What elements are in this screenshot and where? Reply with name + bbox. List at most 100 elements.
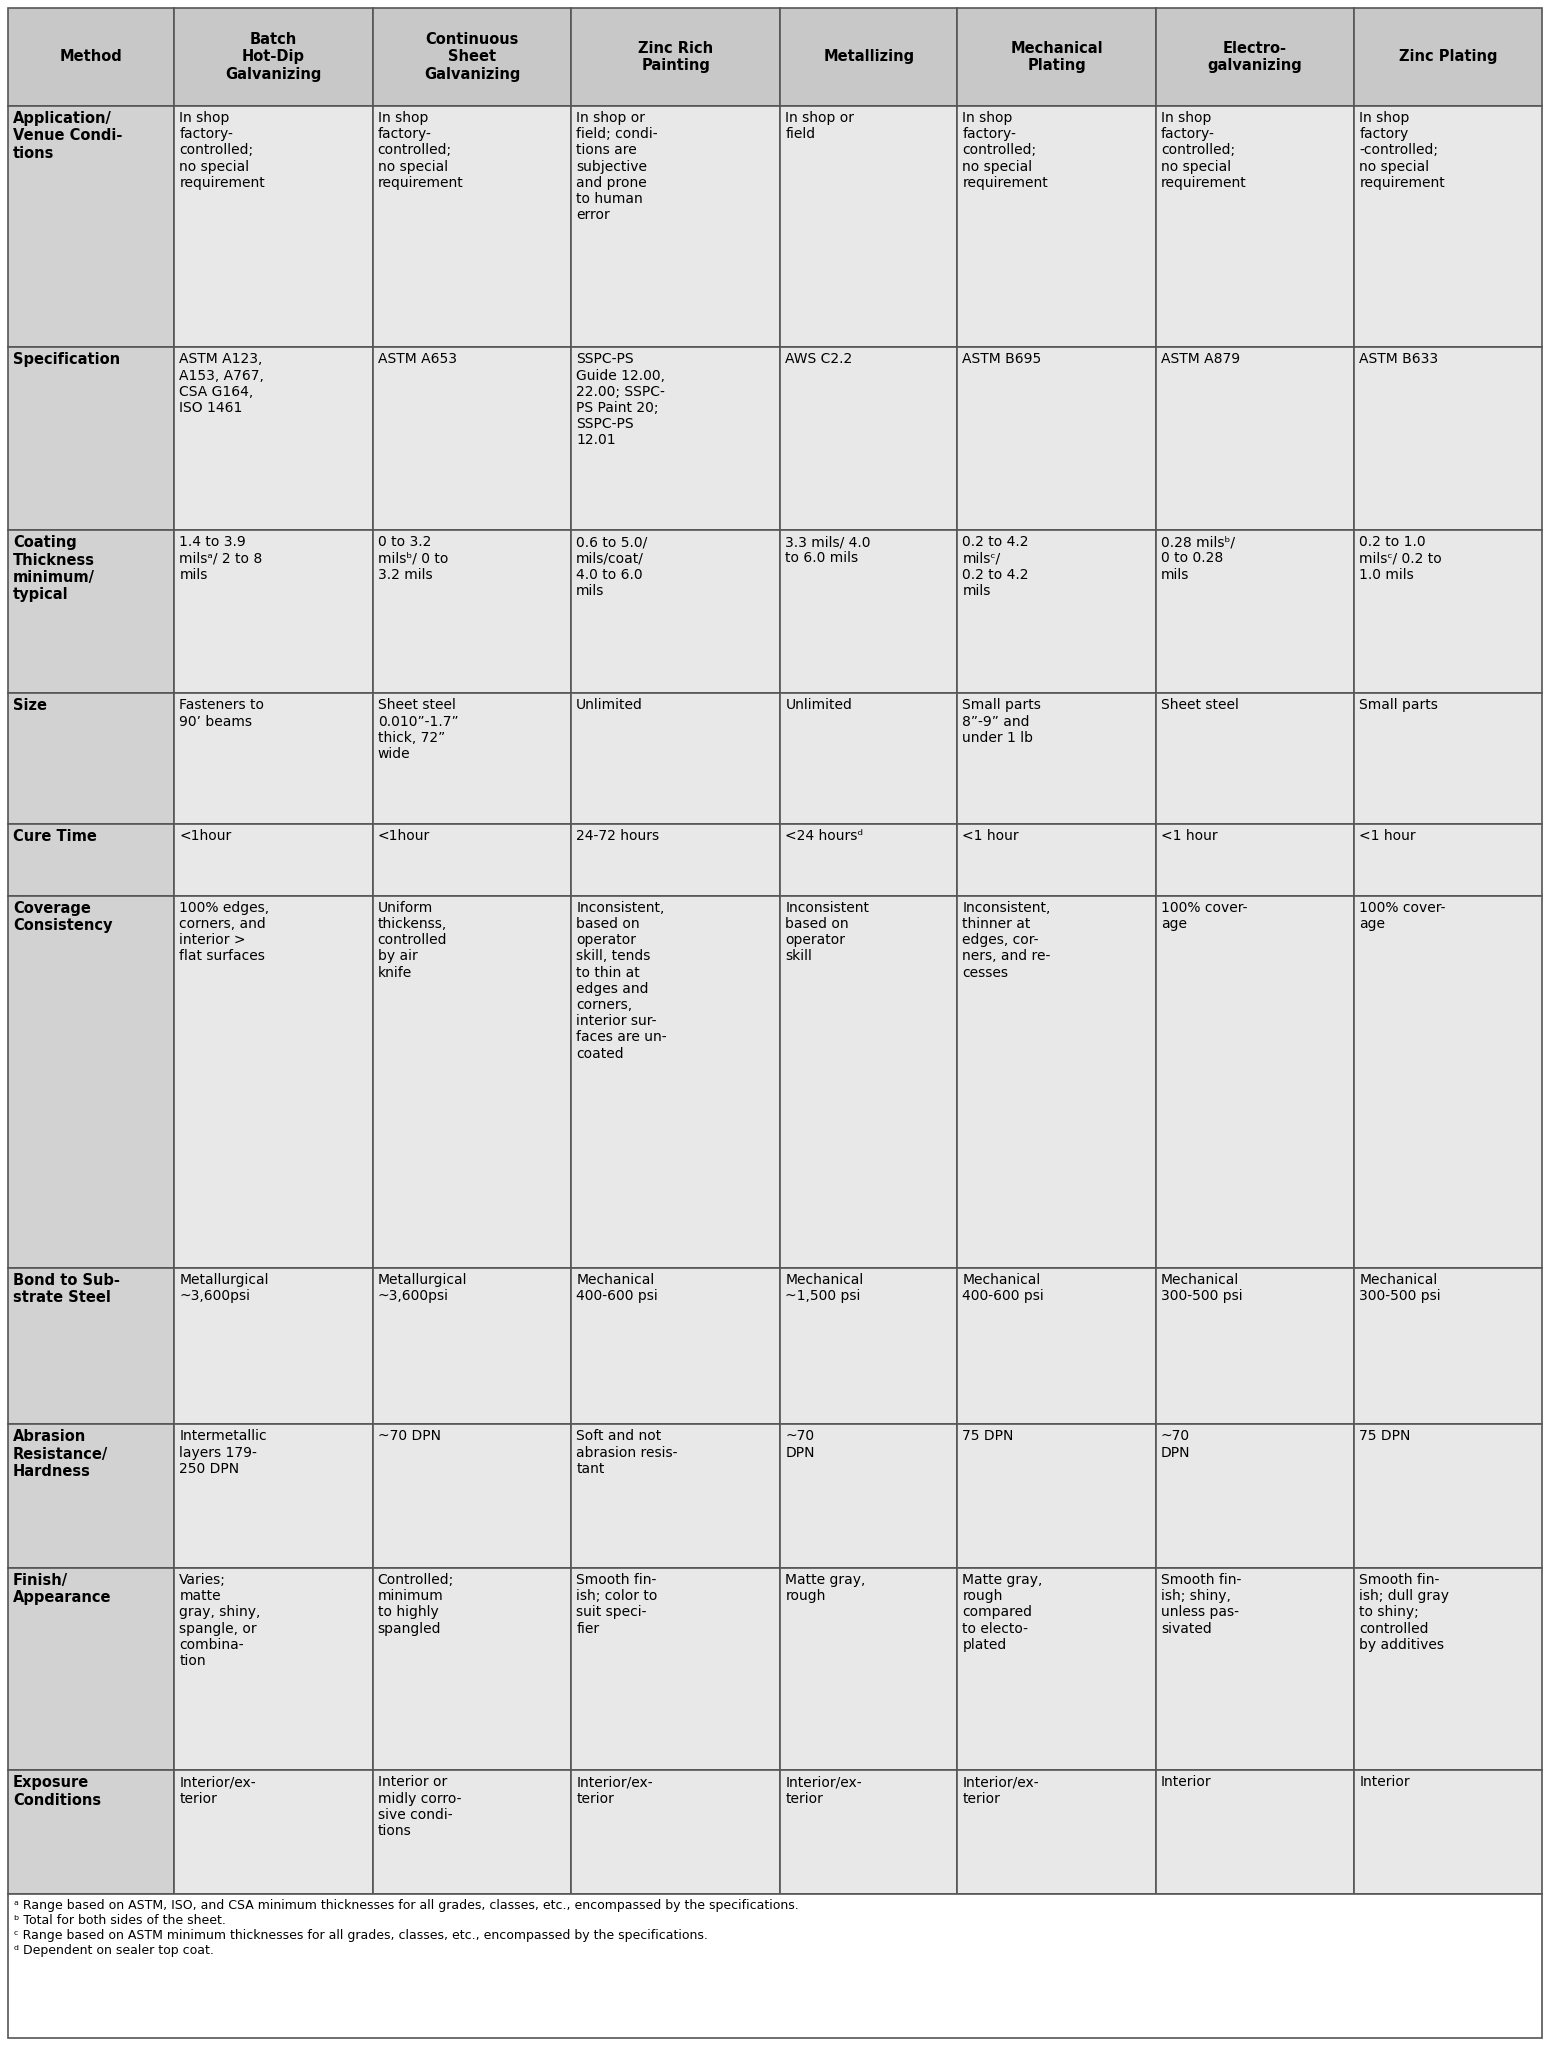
Text: ASTM A653: ASTM A653 bbox=[378, 352, 457, 366]
Bar bbox=[572, 348, 780, 530]
Text: Unlimited: Unlimited bbox=[577, 698, 643, 712]
Bar bbox=[572, 896, 780, 1269]
Bar bbox=[174, 8, 372, 106]
Bar bbox=[174, 1567, 372, 1770]
Bar bbox=[1355, 694, 1542, 825]
Bar bbox=[1156, 1567, 1355, 1770]
Text: In shop
factory-
controlled;
no special
requirement: In shop factory- controlled; no special … bbox=[1161, 110, 1246, 190]
Text: ASTM A123,
A153, A767,
CSA G164,
ISO 1461: ASTM A123, A153, A767, CSA G164, ISO 146… bbox=[180, 352, 264, 415]
Text: ~70
DPN: ~70 DPN bbox=[786, 1430, 815, 1459]
Bar bbox=[1355, 825, 1542, 896]
Bar bbox=[8, 530, 174, 694]
Text: Interior/ex-
terior: Interior/ex- terior bbox=[180, 1776, 256, 1805]
Bar bbox=[1355, 1269, 1542, 1424]
Bar bbox=[372, 1770, 572, 1895]
Bar bbox=[8, 896, 174, 1269]
Text: ~70
DPN: ~70 DPN bbox=[1161, 1430, 1190, 1459]
Text: <1hour: <1hour bbox=[180, 829, 231, 843]
Text: Size: Size bbox=[12, 698, 46, 714]
Text: 75 DPN: 75 DPN bbox=[963, 1430, 1014, 1442]
Text: Interior: Interior bbox=[1161, 1776, 1212, 1790]
Bar bbox=[8, 825, 174, 896]
Bar bbox=[372, 1424, 572, 1567]
Text: Method: Method bbox=[60, 49, 122, 65]
Text: 1.4 to 3.9
milsᵃ/ 2 to 8
mils: 1.4 to 3.9 milsᵃ/ 2 to 8 mils bbox=[180, 536, 262, 581]
Text: 24-72 hours: 24-72 hours bbox=[577, 829, 659, 843]
Bar bbox=[572, 106, 780, 348]
Bar bbox=[572, 1567, 780, 1770]
Text: Unlimited: Unlimited bbox=[786, 698, 853, 712]
Bar bbox=[572, 1424, 780, 1567]
Bar bbox=[958, 1269, 1156, 1424]
Text: <24 hoursᵈ: <24 hoursᵈ bbox=[786, 829, 863, 843]
Bar bbox=[958, 106, 1156, 348]
Text: <1hour: <1hour bbox=[378, 829, 429, 843]
Text: Continuous
Sheet
Galvanizing: Continuous Sheet Galvanizing bbox=[423, 33, 521, 82]
Bar bbox=[958, 8, 1156, 106]
Text: Zinc Rich
Painting: Zinc Rich Painting bbox=[639, 41, 713, 74]
Bar bbox=[780, 1424, 958, 1567]
Text: 100% cover-
age: 100% cover- age bbox=[1359, 900, 1446, 931]
Bar bbox=[1156, 348, 1355, 530]
Text: Mechanical
400-600 psi: Mechanical 400-600 psi bbox=[963, 1273, 1045, 1303]
Bar bbox=[372, 694, 572, 825]
Text: Bond to Sub-
strate Steel: Bond to Sub- strate Steel bbox=[12, 1273, 119, 1305]
Bar bbox=[174, 1269, 372, 1424]
Text: Mechanical
~1,500 psi: Mechanical ~1,500 psi bbox=[786, 1273, 863, 1303]
Bar bbox=[1355, 1424, 1542, 1567]
Text: Smooth fin-
ish; dull gray
to shiny;
controlled
by additives: Smooth fin- ish; dull gray to shiny; con… bbox=[1359, 1573, 1449, 1651]
Text: Controlled;
minimum
to highly
spangled: Controlled; minimum to highly spangled bbox=[378, 1573, 454, 1635]
Bar bbox=[1355, 1770, 1542, 1895]
Text: Smooth fin-
ish; shiny,
unless pas-
sivated: Smooth fin- ish; shiny, unless pas- siva… bbox=[1161, 1573, 1242, 1635]
Bar bbox=[780, 1269, 958, 1424]
Bar bbox=[8, 1895, 1542, 2038]
Text: Metallizing: Metallizing bbox=[823, 49, 914, 65]
Bar bbox=[572, 8, 780, 106]
Text: 3.3 mils/ 4.0
to 6.0 mils: 3.3 mils/ 4.0 to 6.0 mils bbox=[786, 536, 871, 565]
Bar bbox=[174, 1770, 372, 1895]
Text: ASTM B695: ASTM B695 bbox=[963, 352, 1042, 366]
Text: In shop
factory-
controlled;
no special
requirement: In shop factory- controlled; no special … bbox=[180, 110, 265, 190]
Bar bbox=[958, 530, 1156, 694]
Text: Small parts: Small parts bbox=[1359, 698, 1438, 712]
Bar bbox=[572, 694, 780, 825]
Bar bbox=[1156, 106, 1355, 348]
Bar bbox=[372, 825, 572, 896]
Text: Mechanical
400-600 psi: Mechanical 400-600 psi bbox=[577, 1273, 657, 1303]
Bar bbox=[958, 1770, 1156, 1895]
Text: Electro-
galvanizing: Electro- galvanizing bbox=[1207, 41, 1302, 74]
Bar bbox=[958, 348, 1156, 530]
Bar bbox=[958, 896, 1156, 1269]
Text: Application/
Venue Condi-
tions: Application/ Venue Condi- tions bbox=[12, 110, 122, 162]
Text: Fasteners to
90’ beams: Fasteners to 90’ beams bbox=[180, 698, 264, 728]
Bar bbox=[958, 1424, 1156, 1567]
Text: Coating
Thickness
minimum/
typical: Coating Thickness minimum/ typical bbox=[12, 536, 95, 602]
Text: Exposure
Conditions: Exposure Conditions bbox=[12, 1776, 101, 1809]
Text: Sheet steel: Sheet steel bbox=[1161, 698, 1238, 712]
Text: <1 hour: <1 hour bbox=[963, 829, 1018, 843]
Text: Matte gray,
rough
compared
to electo-
plated: Matte gray, rough compared to electo- pl… bbox=[963, 1573, 1043, 1651]
Bar bbox=[1156, 8, 1355, 106]
Bar bbox=[1355, 896, 1542, 1269]
Text: Soft and not
abrasion resis-
tant: Soft and not abrasion resis- tant bbox=[577, 1430, 677, 1475]
Text: Smooth fin-
ish; color to
suit speci-
fier: Smooth fin- ish; color to suit speci- fi… bbox=[577, 1573, 657, 1635]
Bar bbox=[372, 106, 572, 348]
Bar bbox=[174, 530, 372, 694]
Text: ASTM A879: ASTM A879 bbox=[1161, 352, 1240, 366]
Text: Coverage
Consistency: Coverage Consistency bbox=[12, 900, 113, 933]
Text: In shop
factory
-controlled;
no special
requirement: In shop factory -controlled; no special … bbox=[1359, 110, 1445, 190]
Text: Mechanical
Plating: Mechanical Plating bbox=[1011, 41, 1104, 74]
Text: Intermetallic
layers 179-
250 DPN: Intermetallic layers 179- 250 DPN bbox=[180, 1430, 267, 1475]
Bar bbox=[780, 530, 958, 694]
Text: Finish/
Appearance: Finish/ Appearance bbox=[12, 1573, 112, 1606]
Text: Batch
Hot-Dip
Galvanizing: Batch Hot-Dip Galvanizing bbox=[225, 33, 322, 82]
Text: Cure Time: Cure Time bbox=[12, 829, 96, 843]
Text: 100% cover-
age: 100% cover- age bbox=[1161, 900, 1248, 931]
Text: Abrasion
Resistance/
Hardness: Abrasion Resistance/ Hardness bbox=[12, 1430, 109, 1479]
Text: Specification: Specification bbox=[12, 352, 121, 368]
Bar bbox=[572, 530, 780, 694]
Bar bbox=[8, 1269, 174, 1424]
Bar bbox=[1355, 8, 1542, 106]
Bar bbox=[174, 106, 372, 348]
Bar bbox=[958, 1567, 1156, 1770]
